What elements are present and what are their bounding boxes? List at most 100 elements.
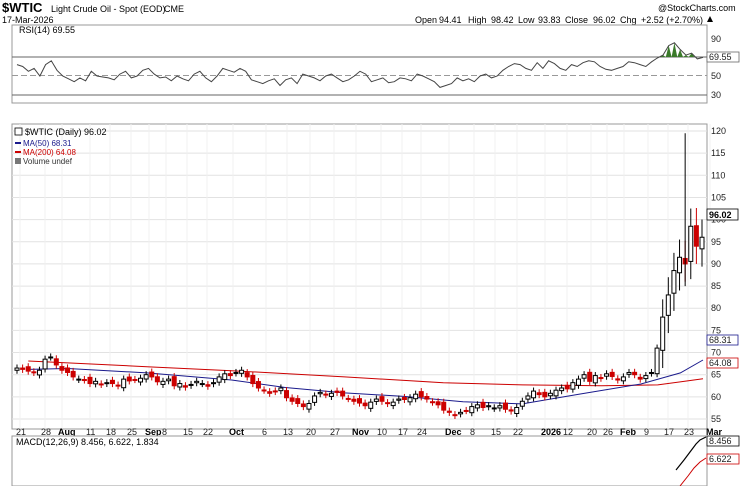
date-tick-label: 13	[283, 427, 293, 437]
candle-body	[121, 378, 127, 389]
close-label: Close	[565, 15, 588, 25]
candle-body	[435, 401, 441, 406]
candle-body	[570, 382, 576, 390]
ohlc-readout: Open 94.41 High 98.42 Low 93.83 Close 96…	[415, 15, 713, 25]
candle-body	[615, 378, 621, 381]
candle-body	[401, 396, 407, 401]
chart-date: 17-Mar-2026	[2, 15, 54, 25]
candle-body	[553, 389, 559, 397]
date-tick-label: 24	[417, 427, 427, 437]
candle-body	[609, 371, 615, 377]
date-tick-label: 12	[563, 427, 573, 437]
open-value: 94.41	[439, 15, 462, 25]
candle-body	[575, 378, 581, 386]
candle-body	[205, 384, 211, 387]
candle-body	[688, 225, 694, 262]
candle-body	[379, 396, 385, 402]
price-gridlines	[12, 124, 711, 429]
candle-body	[233, 371, 239, 374]
date-tick-label: Mar	[706, 427, 723, 437]
date-tick-label: 2026	[541, 427, 561, 437]
candle-body	[396, 398, 402, 401]
date-tick-label: 8	[162, 427, 167, 437]
open-label: Open	[415, 15, 437, 25]
candle-body	[132, 378, 138, 381]
candle-body	[620, 376, 626, 382]
candle-body	[385, 402, 391, 405]
candle-body	[671, 270, 677, 294]
price-tick-label: 115	[711, 148, 725, 158]
date-tick-label: Oct	[229, 427, 244, 437]
candle-body	[497, 405, 503, 409]
candle-body	[362, 402, 368, 407]
date-tick-label: 8	[470, 427, 475, 437]
candle-body	[637, 376, 643, 380]
candle-body	[216, 376, 222, 383]
price-panel: $WTIC (Daily) 96.02 MA(50) 68.31 MA(200)…	[11, 123, 739, 430]
candle-body	[284, 390, 290, 399]
candle-body	[59, 366, 65, 371]
date-tick-label: 11	[86, 427, 95, 437]
candle-body	[87, 376, 93, 385]
candle-body	[289, 397, 295, 402]
price-tick-label: 70	[711, 348, 721, 358]
macd-line	[675, 436, 707, 471]
price-tick-label: 90	[711, 259, 721, 269]
legend-main: $WTIC (Daily) 96.02	[25, 127, 107, 137]
candle-body	[138, 377, 144, 383]
date-tick-label: 15	[183, 427, 193, 437]
candle-body	[390, 401, 396, 407]
date-tick-label: 17	[664, 427, 674, 437]
date-tick-label: Aug	[58, 427, 76, 437]
candle-body	[312, 395, 318, 403]
candle-body	[76, 378, 82, 381]
candle-body	[278, 387, 284, 392]
candlesticks	[14, 133, 705, 419]
low-value: 93.83	[538, 15, 561, 25]
candle-body	[536, 392, 542, 396]
date-tick-label: 9	[644, 427, 649, 437]
rsi-current-value: 69.55	[709, 52, 732, 62]
candle-body	[368, 401, 374, 409]
candle-body	[458, 411, 464, 415]
candle-body	[407, 397, 413, 403]
candle-body	[328, 392, 334, 397]
rsi-tick-30: 30	[711, 90, 721, 100]
candle-body	[250, 374, 256, 385]
chg-value: +2.52 (+2.70%)	[641, 15, 703, 25]
date-tick-label: 27	[330, 427, 340, 437]
date-tick-label: 17	[398, 427, 408, 437]
candle-body	[648, 371, 654, 374]
date-tick-label: 6	[262, 427, 267, 437]
candle-body	[452, 414, 458, 417]
candle-body	[255, 381, 261, 389]
candle-body	[519, 400, 525, 407]
candle-body	[486, 405, 492, 408]
candle-body	[564, 384, 570, 390]
candle-body	[441, 401, 447, 411]
macd-signal-tag: 6.622	[709, 454, 732, 464]
price-tick-label: 80	[711, 303, 721, 313]
candle-body	[166, 378, 172, 382]
candle-body	[491, 407, 497, 410]
candle-body	[306, 402, 312, 410]
candle-body	[508, 409, 514, 412]
candle-body	[109, 379, 115, 385]
candle-body	[542, 391, 548, 398]
candle-body	[592, 375, 598, 384]
date-tick-label: 22	[513, 427, 523, 437]
candle-body	[559, 387, 565, 392]
rsi-tick-90: 90	[711, 34, 721, 44]
ma50-line	[28, 359, 704, 405]
candle-body	[14, 367, 20, 371]
legend-volume-swatch	[15, 158, 21, 164]
candle-body	[300, 403, 306, 408]
candle-body	[323, 393, 329, 396]
date-tick-label: Feb	[620, 427, 637, 437]
candle-body	[429, 401, 435, 404]
low-label: Low	[518, 15, 535, 25]
price-tick-label: 60	[711, 392, 721, 402]
price-tick-label: 120	[711, 126, 726, 136]
price-tick-label: 85	[711, 281, 721, 291]
macd-signal-line	[679, 457, 707, 486]
